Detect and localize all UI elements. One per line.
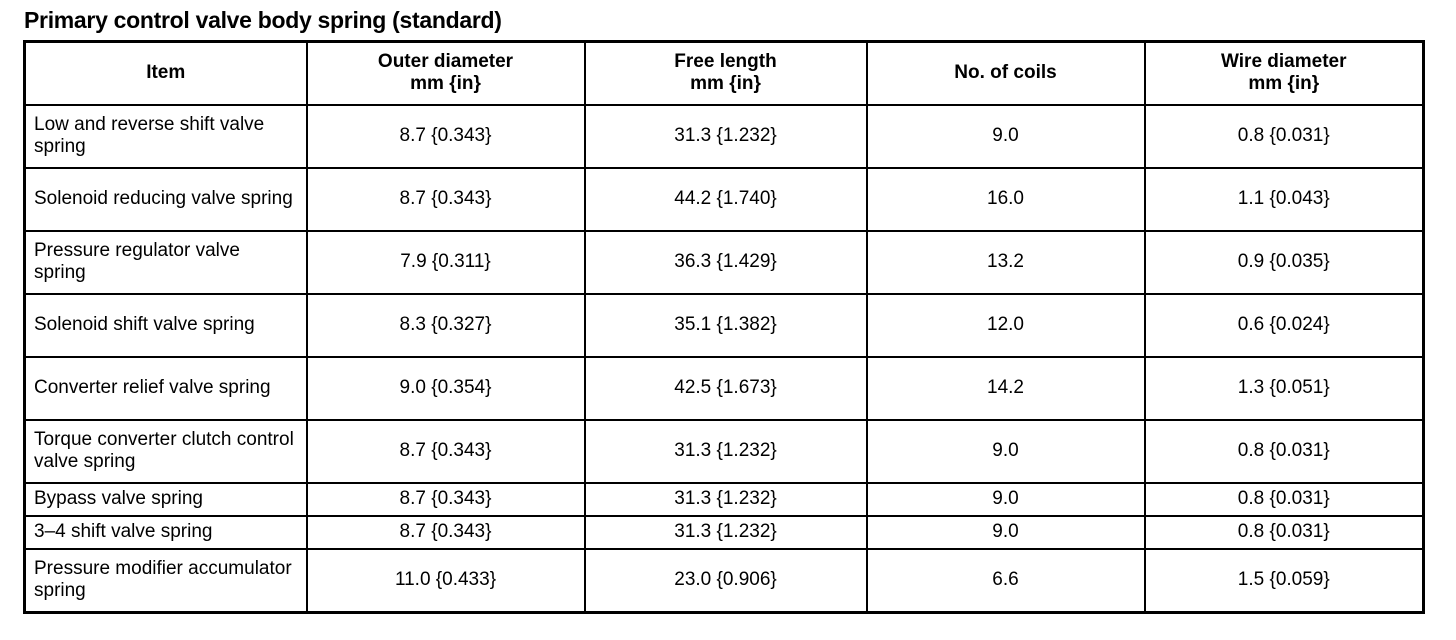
item-cell: Pressure modifier accumulator spring bbox=[23, 547, 308, 614]
wire-diameter-cell: 0.6 {0.024} bbox=[1143, 292, 1425, 358]
column-header-wire-diameter-label: Wire diameter bbox=[1221, 51, 1347, 73]
free-length-cell: 42.5 {1.673} bbox=[583, 355, 868, 421]
wire-diameter-cell: 1.5 {0.059} bbox=[1143, 547, 1425, 614]
free-length-cell: 31.3 {1.232} bbox=[583, 481, 868, 517]
no-of-coils-cell: 9.0 bbox=[865, 514, 1146, 550]
no-of-coils-cell: 12.0 bbox=[865, 292, 1146, 358]
table-row-converter-relief-valve-spring: Converter relief valve spring 9.0 {0.354… bbox=[23, 355, 1425, 421]
table-row-low-and-reverse-shift-valve-spring: Low and reverse shift valve spring 8.7 {… bbox=[23, 103, 1425, 169]
free-length-cell: 31.3 {1.232} bbox=[583, 418, 868, 484]
no-of-coils-cell: 14.2 bbox=[865, 355, 1146, 421]
outer-diameter-cell: 8.7 {0.343} bbox=[305, 514, 586, 550]
column-header-outer-diameter-unit: mm {in} bbox=[410, 73, 481, 95]
free-length-cell: 31.3 {1.232} bbox=[583, 103, 868, 169]
outer-diameter-cell: 8.3 {0.327} bbox=[305, 292, 586, 358]
outer-diameter-cell: 8.7 {0.343} bbox=[305, 418, 586, 484]
column-header-outer-diameter-label: Outer diameter bbox=[377, 51, 514, 73]
wire-diameter-cell: 0.8 {0.031} bbox=[1143, 481, 1425, 517]
no-of-coils-cell: 9.0 bbox=[865, 103, 1146, 169]
outer-diameter-cell: 8.7 {0.343} bbox=[305, 166, 586, 232]
wire-diameter-cell: 1.1 {0.043} bbox=[1143, 166, 1425, 232]
outer-diameter-cell: 7.9 {0.311} bbox=[305, 229, 586, 295]
column-header-outer-diameter: Outer diameter mm {in} bbox=[305, 40, 586, 106]
wire-diameter-cell: 0.9 {0.035} bbox=[1143, 229, 1425, 295]
free-length-cell: 23.0 {0.906} bbox=[583, 547, 868, 614]
wire-diameter-cell: 0.8 {0.031} bbox=[1143, 514, 1425, 550]
outer-diameter-cell: 11.0 {0.433} bbox=[305, 547, 586, 614]
item-cell: Low and reverse shift valve spring bbox=[23, 103, 308, 169]
table-row-pressure-modifier-accumulator-spring: Pressure modifier accumulator spring 11.… bbox=[23, 547, 1425, 614]
free-length-cell: 35.1 {1.382} bbox=[583, 292, 868, 358]
outer-diameter-cell: 8.7 {0.343} bbox=[305, 103, 586, 169]
column-header-no-of-coils: No. of coils bbox=[865, 40, 1146, 106]
outer-diameter-cell: 9.0 {0.354} bbox=[305, 355, 586, 421]
free-length-cell: 31.3 {1.232} bbox=[583, 514, 868, 550]
table-row-pressure-regulator-valve-spring: Pressure regulator valve spring 7.9 {0.3… bbox=[23, 229, 1425, 295]
column-header-free-length-label: Free length bbox=[674, 51, 777, 73]
spring-spec-table: Item Outer diameter mm {in} Free length … bbox=[23, 40, 1425, 614]
no-of-coils-cell: 13.2 bbox=[865, 229, 1146, 295]
column-header-free-length-unit: mm {in} bbox=[690, 73, 761, 95]
column-header-wire-diameter: Wire diameter mm {in} bbox=[1143, 40, 1425, 106]
free-length-cell: 36.3 {1.429} bbox=[583, 229, 868, 295]
item-cell: Torque converter clutch control valve sp… bbox=[23, 418, 308, 484]
item-cell: Pressure regulator valve spring bbox=[23, 229, 308, 295]
item-cell: Converter relief valve spring bbox=[23, 355, 308, 421]
wire-diameter-cell: 0.8 {0.031} bbox=[1143, 103, 1425, 169]
wire-diameter-cell: 0.8 {0.031} bbox=[1143, 418, 1425, 484]
item-cell: Bypass valve spring bbox=[23, 481, 308, 517]
header-row: Item Outer diameter mm {in} Free length … bbox=[23, 40, 1425, 106]
no-of-coils-cell: 6.6 bbox=[865, 547, 1146, 614]
table-row-3-4-shift-valve-spring: 3–4 shift valve spring 8.7 {0.343} 31.3 … bbox=[23, 514, 1425, 550]
free-length-cell: 44.2 {1.740} bbox=[583, 166, 868, 232]
column-header-item: Item bbox=[23, 40, 308, 106]
page-title: Primary control valve body spring (stand… bbox=[24, 7, 502, 33]
wire-diameter-cell: 1.3 {0.051} bbox=[1143, 355, 1425, 421]
column-header-no-of-coils-label: No. of coils bbox=[954, 62, 1057, 84]
item-cell: Solenoid shift valve spring bbox=[23, 292, 308, 358]
column-header-free-length: Free length mm {in} bbox=[583, 40, 868, 106]
item-cell: Solenoid reducing valve spring bbox=[23, 166, 308, 232]
outer-diameter-cell: 8.7 {0.343} bbox=[305, 481, 586, 517]
column-header-item-label: Item bbox=[146, 62, 186, 84]
no-of-coils-cell: 16.0 bbox=[865, 166, 1146, 232]
no-of-coils-cell: 9.0 bbox=[865, 418, 1146, 484]
no-of-coils-cell: 9.0 bbox=[865, 481, 1146, 517]
column-header-wire-diameter-unit: mm {in} bbox=[1248, 73, 1320, 95]
item-cell: 3–4 shift valve spring bbox=[23, 514, 308, 550]
table-row-bypass-valve-spring: Bypass valve spring 8.7 {0.343} 31.3 {1.… bbox=[23, 481, 1425, 517]
table-row-torque-converter-clutch-control-valve-spring: Torque converter clutch control valve sp… bbox=[23, 418, 1425, 484]
table-row-solenoid-reducing-valve-spring: Solenoid reducing valve spring 8.7 {0.34… bbox=[23, 166, 1425, 232]
table-row-solenoid-shift-valve-spring: Solenoid shift valve spring 8.3 {0.327} … bbox=[23, 292, 1425, 358]
